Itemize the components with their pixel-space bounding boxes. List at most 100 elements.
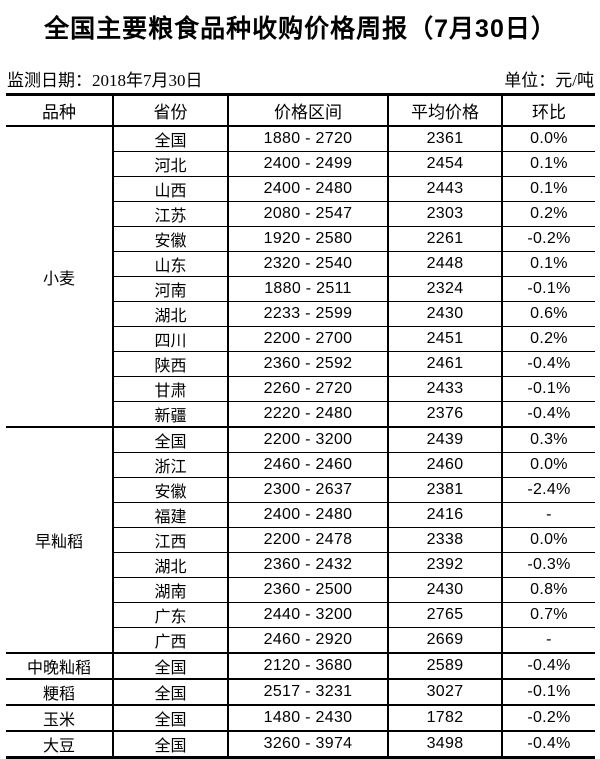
avg-price-cell: 2451: [387, 326, 502, 352]
table-row: 安徽 1920 - 2580 2261 -0.2%: [6, 226, 595, 252]
variety-group: 小麦 全国 1880 - 2720 2361 0.0% 河北 2400 - 2499 2454…: [6, 126, 595, 428]
change-cell: 0.6%: [501, 301, 595, 327]
variety-cell: 小麦: [6, 126, 113, 428]
monitor-date-label: 监测日期：2018年7月30日: [7, 71, 203, 90]
table-row: 湖北 2360 - 2432 2392 -0.3%: [6, 552, 595, 578]
avg-price-cell: 2448: [387, 251, 502, 277]
change-cell: 0.1%: [501, 251, 595, 277]
province-cell: 山西: [112, 176, 228, 202]
avg-price-cell: 2439: [387, 427, 502, 453]
table-row: 山东 2320 - 2540 2448 0.1%: [6, 251, 595, 277]
price-table: 品种 省份 价格区间 平均价格 环比 小麦 全国 1880 - 2720 2361 0.…: [6, 93, 595, 759]
change-cell: -0.3%: [501, 552, 595, 578]
report-page: 全国主要粮食品种收购价格周报（7月30日） 监测日期：2018年7月30日 单位…: [0, 9, 600, 759]
avg-price-cell: 2376: [387, 401, 502, 428]
table-row: 新疆 2220 - 2480 2376 -0.4%: [6, 401, 595, 428]
avg-price-cell: 2430: [387, 577, 502, 603]
price-range-cell: 1880 - 2720: [227, 126, 388, 152]
province-cell: 全国: [112, 679, 228, 706]
change-cell: 0.3%: [501, 427, 595, 453]
change-cell: 0.0%: [501, 452, 595, 478]
column-header-change: 环比: [501, 94, 595, 127]
variety-cell: 早籼稻: [6, 427, 113, 654]
unit-label: 单位：元/吨: [504, 71, 594, 90]
province-cell: 四川: [112, 326, 228, 352]
table-row: 安徽 2300 - 2637 2381 -2.4%: [6, 477, 595, 503]
variety-cell: 中晚籼稻: [6, 653, 113, 680]
meta-row: 监测日期：2018年7月30日 单位：元/吨: [7, 66, 594, 91]
price-range-cell: 2400 - 2480: [227, 176, 388, 202]
change-cell: -: [501, 627, 595, 654]
price-range-cell: 2080 - 2547: [227, 201, 388, 227]
province-cell: 全国: [112, 653, 228, 680]
change-cell: 0.1%: [501, 151, 595, 177]
table-row: 小麦 全国 1880 - 2720 2361 0.0%: [6, 126, 595, 428]
variety-group: 粳稻 全国 2517 - 3231 3027 -0.1%: [6, 679, 595, 706]
variety-cell: 大豆: [6, 731, 113, 758]
table-row: 河北 2400 - 2499 2454 0.1%: [6, 151, 595, 177]
price-range-cell: 2233 - 2599: [227, 301, 388, 327]
price-range-cell: 2220 - 2480: [227, 401, 388, 428]
price-range-cell: 1480 - 2430: [227, 705, 388, 732]
table-row: 中晚籼稻 全国 2120 - 3680 2589 -0.4%: [6, 653, 595, 680]
change-cell: -: [501, 502, 595, 528]
change-cell: -0.2%: [501, 705, 595, 732]
table-row: 广东 2440 - 3200 2765 0.7%: [6, 602, 595, 628]
price-range-cell: 2200 - 2700: [227, 326, 388, 352]
avg-price-cell: 2430: [387, 301, 502, 327]
price-range-cell: 3260 - 3974: [227, 731, 388, 758]
province-cell: 浙江: [112, 452, 228, 478]
change-cell: -0.4%: [501, 653, 595, 680]
change-cell: -0.4%: [501, 401, 595, 428]
table-row: 湖南 2360 - 2500 2430 0.8%: [6, 577, 595, 603]
avg-price-cell: 2324: [387, 276, 502, 302]
avg-price-cell: 2589: [387, 653, 502, 680]
table-row: 湖北 2233 - 2599 2430 0.6%: [6, 301, 595, 327]
province-cell: 陕西: [112, 351, 228, 377]
province-cell: 广西: [112, 627, 228, 654]
province-cell: 山东: [112, 251, 228, 277]
header-row: 品种 省份 价格区间 平均价格 环比: [6, 94, 595, 127]
price-range-cell: 2360 - 2432: [227, 552, 388, 578]
province-cell: 全国: [112, 126, 228, 152]
price-range-cell: 2460 - 2460: [227, 452, 388, 478]
price-range-cell: 1920 - 2580: [227, 226, 388, 252]
price-range-cell: 2260 - 2720: [227, 376, 388, 402]
table-row: 山西 2400 - 2480 2443 0.1%: [6, 176, 595, 202]
price-range-cell: 2400 - 2480: [227, 502, 388, 528]
variety-group: 早籼稻 全国 2200 - 3200 2439 0.3% 浙江 2460 - 2460 246…: [6, 427, 595, 654]
price-range-cell: 2320 - 2540: [227, 251, 388, 277]
province-cell: 新疆: [112, 401, 228, 428]
table-row: 玉米 全国 1480 - 2430 1782 -0.2%: [6, 705, 595, 732]
province-cell: 江西: [112, 527, 228, 553]
province-cell: 湖北: [112, 552, 228, 578]
avg-price-cell: 2460: [387, 452, 502, 478]
price-range-cell: 2200 - 3200: [227, 427, 388, 453]
column-header-variety: 品种: [6, 94, 113, 127]
avg-price-cell: 2361: [387, 126, 502, 152]
avg-price-cell: 1782: [387, 705, 502, 732]
price-range-cell: 2300 - 2637: [227, 477, 388, 503]
avg-price-cell: 2443: [387, 176, 502, 202]
column-header-avg-price: 平均价格: [387, 94, 502, 127]
price-range-cell: 1880 - 2511: [227, 276, 388, 302]
change-cell: 0.1%: [501, 176, 595, 202]
avg-price-cell: 3498: [387, 731, 502, 758]
price-range-cell: 2440 - 3200: [227, 602, 388, 628]
table-row: 陕西 2360 - 2592 2461 -0.4%: [6, 351, 595, 377]
province-cell: 湖北: [112, 301, 228, 327]
avg-price-cell: 2461: [387, 351, 502, 377]
change-cell: 0.2%: [501, 201, 595, 227]
change-cell: 0.8%: [501, 577, 595, 603]
table-row: 江西 2200 - 2478 2338 0.0%: [6, 527, 595, 553]
avg-price-cell: 2669: [387, 627, 502, 654]
price-range-cell: 2360 - 2592: [227, 351, 388, 377]
variety-cell: 粳稻: [6, 679, 113, 706]
avg-price-cell: 3027: [387, 679, 502, 706]
table-row: 大豆 全国 3260 - 3974 3498 -0.4%: [6, 731, 595, 758]
table-row: 早籼稻 全国 2200 - 3200 2439 0.3%: [6, 427, 595, 654]
change-cell: -0.2%: [501, 226, 595, 252]
table-row: 浙江 2460 - 2460 2460 0.0%: [6, 452, 595, 478]
province-cell: 江苏: [112, 201, 228, 227]
column-header-price-range: 价格区间: [227, 94, 388, 127]
